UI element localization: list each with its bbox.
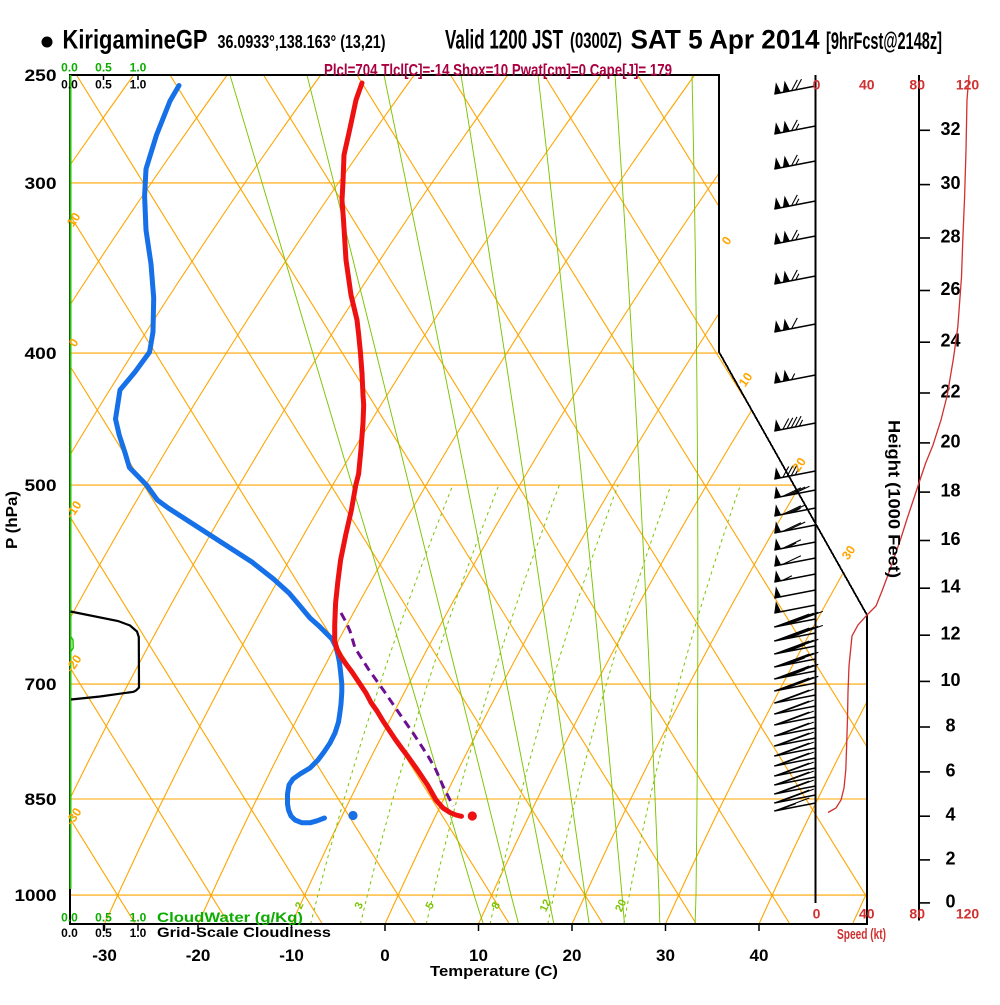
svg-text:0.5: 0.5 <box>95 61 112 75</box>
svg-text:32: 32 <box>940 119 960 139</box>
svg-text:Grid-Scale Cloudiness: Grid-Scale Cloudiness <box>157 925 331 940</box>
svg-text:40: 40 <box>859 906 875 922</box>
svg-text:Plcl=704 Tlcl[C]=-14 Shox=10 P: Plcl=704 Tlcl[C]=-14 Shox=10 Pwat[cm]=0 … <box>324 62 672 80</box>
svg-text:Height (1000 Feet): Height (1000 Feet) <box>885 420 904 578</box>
svg-text:0: 0 <box>813 77 821 93</box>
svg-text:36.0933°,138.163° (13,21): 36.0933°,138.163° (13,21) <box>218 32 386 52</box>
svg-text:12: 12 <box>940 624 960 644</box>
svg-text:0.5: 0.5 <box>95 78 112 92</box>
svg-text:KirigamineGP: KirigamineGP <box>63 25 208 55</box>
svg-text:10: 10 <box>940 670 960 690</box>
svg-text:Speed (kt): Speed (kt) <box>837 927 886 943</box>
svg-text:120: 120 <box>956 77 980 93</box>
svg-text:0: 0 <box>380 946 389 965</box>
svg-text:-10: -10 <box>279 946 304 965</box>
svg-text:80: 80 <box>909 77 925 93</box>
svg-text:[9hrFcst@2148z]: [9hrFcst@2148z] <box>826 28 942 55</box>
svg-text:20: 20 <box>563 946 582 965</box>
svg-text:850: 850 <box>25 790 57 809</box>
svg-text:120: 120 <box>956 906 980 922</box>
svg-text:26: 26 <box>940 279 960 299</box>
svg-text:1.0: 1.0 <box>130 911 147 925</box>
svg-text:Valid 1200 JST: Valid 1200 JST <box>445 25 563 55</box>
svg-text:700: 700 <box>25 675 57 694</box>
svg-text:300: 300 <box>25 174 57 193</box>
svg-text:20: 20 <box>940 431 960 451</box>
svg-text:1000: 1000 <box>15 886 57 905</box>
svg-text:0: 0 <box>945 891 955 911</box>
svg-text:P (hPa): P (hPa) <box>4 491 21 549</box>
svg-text:0: 0 <box>813 906 821 922</box>
svg-text:28: 28 <box>940 227 960 247</box>
svg-text:0.0: 0.0 <box>61 926 78 940</box>
svg-text:0.5: 0.5 <box>95 911 112 925</box>
svg-text:CloudWater (g/Kg): CloudWater (g/Kg) <box>157 910 303 925</box>
svg-text:(0300Z): (0300Z) <box>570 28 622 53</box>
svg-text:1.0: 1.0 <box>130 926 147 940</box>
svg-text:30: 30 <box>656 946 675 965</box>
svg-text:0.0: 0.0 <box>61 61 78 75</box>
svg-text:80: 80 <box>909 906 925 922</box>
svg-text:0.0: 0.0 <box>61 78 78 92</box>
svg-text:250: 250 <box>25 66 57 85</box>
svg-text:40: 40 <box>859 77 875 93</box>
svg-text:0.0: 0.0 <box>61 911 78 925</box>
svg-text:6: 6 <box>945 760 955 780</box>
svg-text:16: 16 <box>940 529 960 549</box>
svg-text:0.5: 0.5 <box>95 926 112 940</box>
svg-text:18: 18 <box>940 481 960 501</box>
svg-text:500: 500 <box>25 476 57 495</box>
svg-text:1.0: 1.0 <box>130 78 147 92</box>
svg-text:Temperature (C): Temperature (C) <box>430 963 558 980</box>
svg-text:40: 40 <box>750 946 769 965</box>
svg-text:-20: -20 <box>186 946 211 965</box>
svg-text:30: 30 <box>940 173 960 193</box>
svg-text:2: 2 <box>945 848 955 868</box>
svg-text:4: 4 <box>945 805 955 825</box>
svg-text:-30: -30 <box>92 946 117 965</box>
svg-text:400: 400 <box>25 344 57 363</box>
svg-text:22: 22 <box>940 382 960 402</box>
svg-text:8: 8 <box>945 716 955 736</box>
svg-text:SAT 5 Apr 2014: SAT 5 Apr 2014 <box>631 25 820 55</box>
svg-text:1.0: 1.0 <box>130 61 147 75</box>
svg-text:14: 14 <box>940 577 960 597</box>
